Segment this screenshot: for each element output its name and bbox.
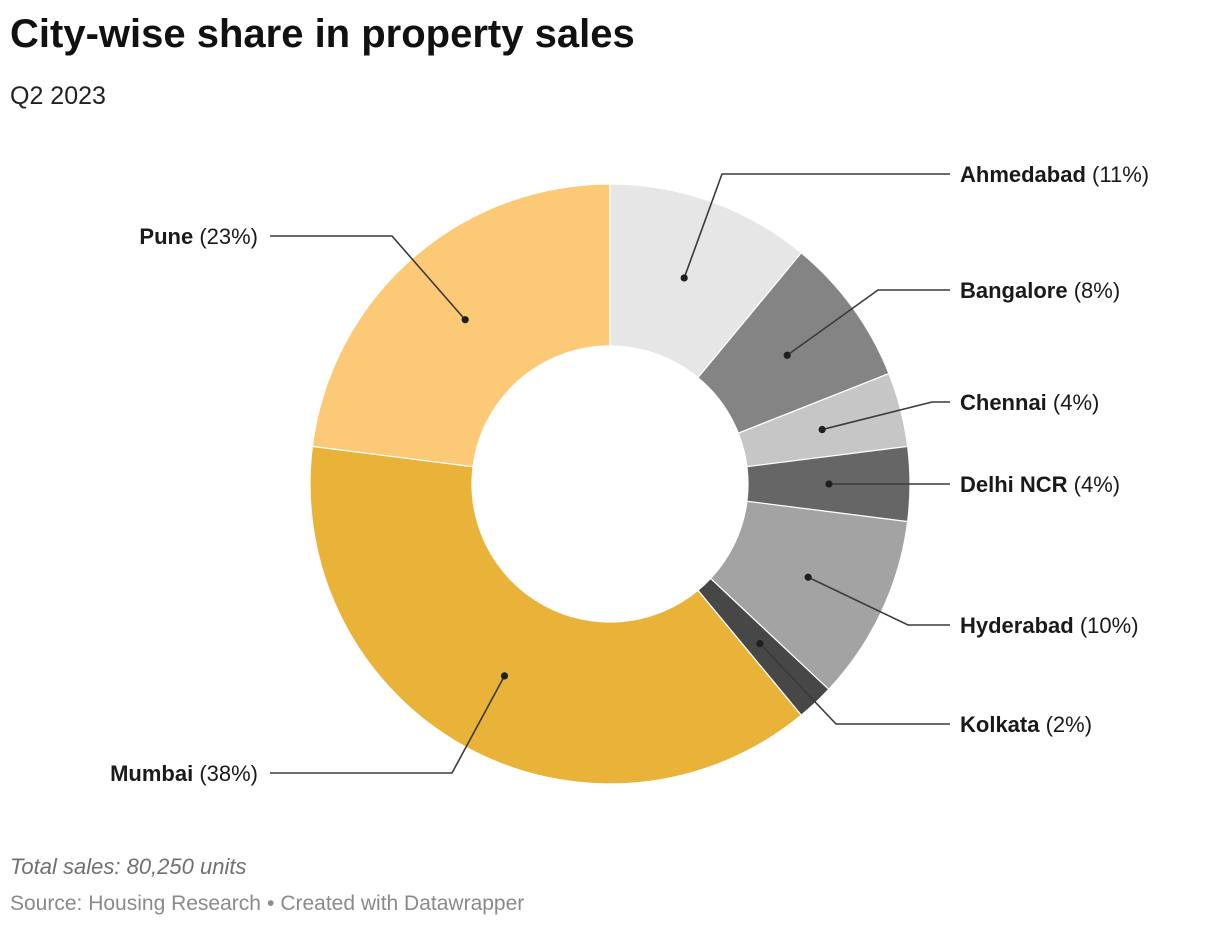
leader-line-bangalore (786, 289, 950, 356)
label-value-chennai: (4%) (1047, 390, 1100, 415)
leader-line-pune (270, 235, 466, 321)
anchor-dot-kolkata (756, 640, 764, 648)
label-value-ahmedabad: (11%) (1086, 162, 1149, 187)
anchor-dot-chennai (818, 425, 826, 434)
chart-footer: Source: Housing Research • Created with Da… (10, 892, 524, 916)
leader-line-mumbai (270, 675, 506, 774)
label-name-bangalore: Bangalore (960, 278, 1068, 303)
label-name-pune: Pune (139, 224, 193, 249)
source-text: Source: Housing Research (10, 892, 261, 915)
label-bangalore: Bangalore (8%) (960, 278, 1120, 303)
leader-line-chennai (821, 401, 950, 431)
chart-title: City-wise share in property sales (10, 12, 635, 56)
label-name-mumbai: Mumbai (110, 761, 193, 786)
label-ahmedabad: Ahmedabad (11%) (960, 162, 1149, 187)
slice-ahmedabad[interactable] (609, 183, 803, 379)
label-value-hyderabad: (10%) (1074, 613, 1139, 638)
label-delhi-ncr: Delhi NCR (4%) (960, 472, 1120, 497)
label-name-hyderabad: Hyderabad (960, 613, 1074, 638)
slice-mumbai[interactable] (309, 445, 803, 785)
label-hyderabad: Hyderabad (10%) (960, 613, 1139, 638)
anchor-dot-bangalore (783, 351, 791, 359)
leader-line-hyderabad (807, 576, 950, 626)
label-name-ahmedabad: Ahmedabad (960, 162, 1086, 187)
leader-line-kolkata (759, 643, 950, 725)
label-name-chennai: Chennai (960, 390, 1047, 415)
label-value-pune: (23%) (193, 224, 258, 249)
label-mumbai: Mumbai (38%) (110, 761, 258, 786)
label-value-mumbai: (38%) (193, 761, 258, 786)
label-name-kolkata: Kolkata (960, 712, 1040, 737)
label-chennai: Chennai (4%) (960, 390, 1099, 415)
label-kolkata: Kolkata (2%) (960, 712, 1092, 737)
label-leader-lines (270, 173, 950, 774)
donut-slices (309, 183, 911, 785)
anchor-dot-pune (461, 316, 469, 324)
leader-line-ahmedabad (683, 173, 950, 279)
label-value-bangalore: (8%) (1068, 278, 1121, 303)
label-value-kolkata: (2%) (1039, 712, 1092, 737)
anchor-dot-ahmedabad (680, 274, 688, 282)
chart-subtitle: Q2 2023 (10, 82, 106, 110)
footer-separator: • (266, 892, 275, 915)
slice-pune[interactable] (311, 183, 611, 468)
label-value-delhi-ncr: (4%) (1068, 472, 1121, 497)
label-name-delhi-ncr: Delhi NCR (960, 472, 1068, 497)
anchor-dot-delhi-ncr (825, 480, 833, 488)
label-pune: Pune (23%) (139, 224, 258, 249)
anchor-dot-mumbai (500, 672, 509, 680)
slice-hyderabad[interactable] (709, 500, 909, 691)
credit-link[interactable]: Created with Datawrapper (280, 892, 525, 915)
total-sales-note: Total sales: 80,250 units (10, 854, 247, 879)
anchor-dot-hyderabad (804, 573, 812, 581)
slice-labels: Ahmedabad (11%) Bangalore (8%) Chennai (4%… (110, 162, 1149, 786)
